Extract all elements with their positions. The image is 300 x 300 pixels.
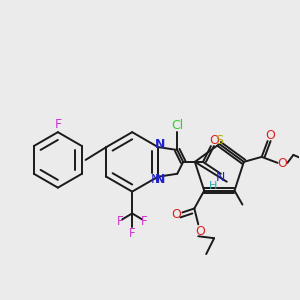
Text: F: F (54, 118, 61, 131)
Text: F: F (141, 215, 147, 228)
Text: S: S (215, 134, 223, 147)
Text: Cl: Cl (171, 119, 183, 132)
Text: F: F (129, 227, 136, 240)
Text: O: O (195, 225, 205, 238)
Text: H: H (209, 181, 217, 191)
Text: N: N (216, 171, 226, 184)
Text: F: F (117, 215, 124, 228)
Text: O: O (266, 129, 275, 142)
Text: N: N (155, 138, 165, 151)
Text: O: O (209, 134, 219, 147)
Text: O: O (278, 157, 287, 170)
Text: N: N (151, 173, 160, 186)
Text: O: O (172, 208, 182, 221)
Text: N: N (155, 173, 165, 186)
